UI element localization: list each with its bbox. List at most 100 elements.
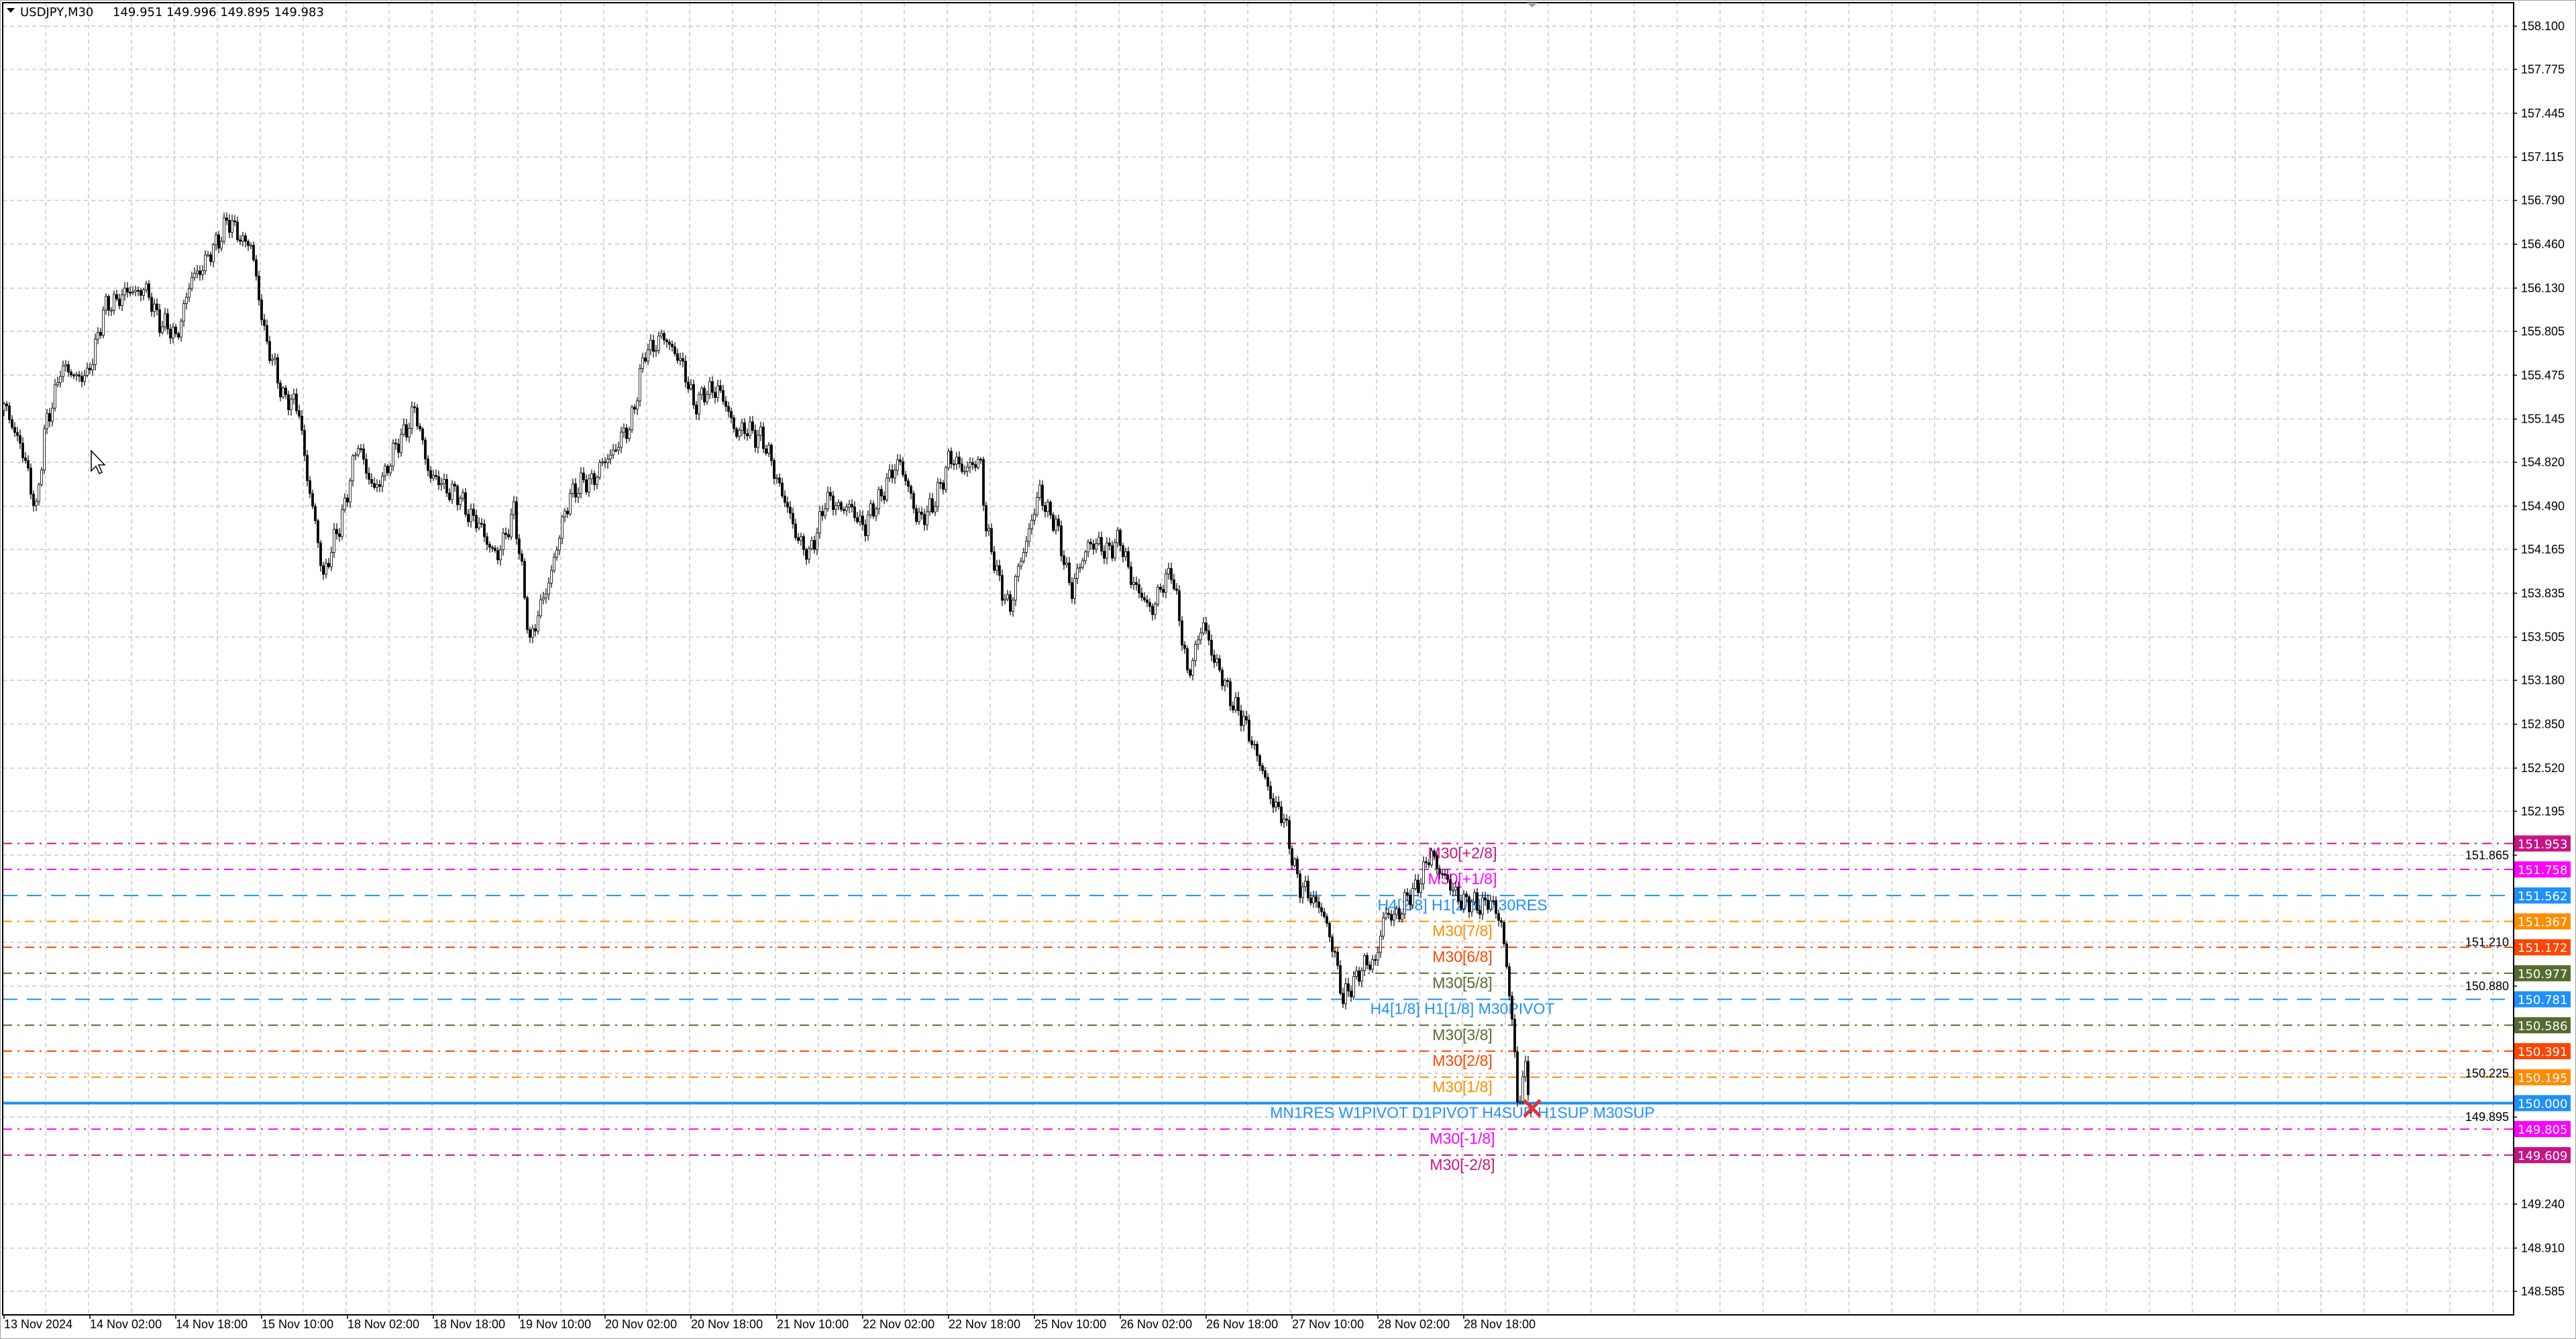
candle-body xyxy=(1258,755,1261,766)
candle-body xyxy=(813,540,816,550)
candle-body xyxy=(507,534,510,537)
candle-body xyxy=(1052,515,1055,531)
candle-body xyxy=(1436,855,1438,869)
candle-body xyxy=(233,220,236,223)
candle-body xyxy=(835,505,837,511)
candle-body xyxy=(303,430,306,456)
candle-body xyxy=(453,484,456,487)
candle-body xyxy=(510,514,513,537)
candle-body xyxy=(620,431,623,448)
candle-body xyxy=(223,217,225,242)
candle-body xyxy=(346,498,349,502)
candle-body xyxy=(564,511,566,517)
murrey-levels: M30[+2/8] M30[+1/8] H4[2/8] H1[2/8] M30RES… xyxy=(3,843,2513,1173)
collapse-triangle-icon[interactable] xyxy=(7,8,15,13)
candle-body xyxy=(19,435,21,444)
candle-body xyxy=(1248,719,1250,741)
candle-body xyxy=(1465,894,1468,898)
candle-body xyxy=(1264,770,1267,778)
candle-body xyxy=(8,405,11,421)
candle-body xyxy=(733,417,735,429)
time-label: 15 Nov 10:00 xyxy=(262,1318,333,1331)
candle-body xyxy=(1162,589,1165,593)
candle-body xyxy=(1261,765,1264,771)
candle-body xyxy=(1275,802,1277,808)
candle-body xyxy=(580,472,582,494)
candle-body xyxy=(467,514,470,523)
candle-body xyxy=(1511,996,1513,1020)
price-axis[interactable]: 158.100 157.775 157.445 157.115 156.790 156.4… xyxy=(2465,19,2565,1298)
candle-body xyxy=(545,594,547,598)
candle-body xyxy=(1041,484,1044,506)
time-axis[interactable]: 13 Nov 2024 14 Nov 02:00 14 Nov 18:00 15 No… xyxy=(3,1315,1536,1331)
candle-body xyxy=(1339,965,1342,994)
candle-body xyxy=(1237,697,1240,711)
candle-body xyxy=(1398,908,1401,920)
candle-body xyxy=(239,239,241,242)
candle-body xyxy=(287,394,290,411)
candle-body xyxy=(27,460,30,469)
candle-body xyxy=(121,294,123,307)
candle-body xyxy=(609,454,612,460)
level-price-tags: 151.953 151.758 151.562 151.367 151.172 150.9… xyxy=(2514,835,2571,1163)
candle-body xyxy=(1328,922,1331,938)
candle-body xyxy=(360,448,362,450)
candle-body xyxy=(1071,582,1073,599)
candle-body xyxy=(945,467,947,490)
candle-body xyxy=(1508,966,1511,997)
close-position-x-icon[interactable] xyxy=(1523,1099,1542,1118)
candle-body xyxy=(1097,537,1100,544)
candle-body xyxy=(1186,648,1189,671)
candle-body xyxy=(343,498,346,511)
candle-body xyxy=(1272,798,1275,808)
candle-body xyxy=(647,350,649,362)
chart-title: USDJPY,M30 149.951 149.996 149.895 149.9… xyxy=(7,5,324,19)
candle-body xyxy=(969,462,971,468)
chart-shift-marker-icon[interactable] xyxy=(1527,3,1538,7)
candle-body xyxy=(555,549,558,558)
candle-body xyxy=(1079,567,1081,569)
time-label: 18 Nov 02:00 xyxy=(347,1318,419,1331)
candle-body xyxy=(877,489,880,509)
price-tick-label: 150.225 xyxy=(2465,1067,2509,1080)
candle-body xyxy=(668,341,671,345)
candle-body xyxy=(1524,1061,1527,1077)
candle-body xyxy=(480,523,483,525)
ohlc-values: 149.951 149.996 149.895 149.983 xyxy=(113,5,324,19)
candle-body xyxy=(936,482,939,507)
candle-body xyxy=(1479,910,1481,915)
candle-body xyxy=(1143,597,1146,600)
price-tick-label: 156.790 xyxy=(2521,194,2565,207)
candle-body xyxy=(486,536,488,545)
candle-body xyxy=(266,325,268,342)
level-price-tag-text: 150.391 xyxy=(2518,1045,2567,1059)
candle-body xyxy=(885,478,888,500)
candle-body xyxy=(271,359,274,361)
candle-body xyxy=(1224,680,1226,686)
candle-body xyxy=(1395,908,1398,915)
candle-body xyxy=(703,388,706,403)
time-label: 20 Nov 02:00 xyxy=(605,1318,677,1331)
candle-body xyxy=(1012,600,1014,612)
candle-body xyxy=(1374,959,1377,961)
candle-body xyxy=(1234,697,1237,710)
candle-body xyxy=(424,439,427,460)
candle-body xyxy=(1503,922,1505,945)
candle-body xyxy=(11,419,13,428)
candle-body xyxy=(939,482,942,484)
candle-body xyxy=(856,517,859,523)
price-tick-label: 157.115 xyxy=(2521,150,2564,164)
candle-body xyxy=(1470,902,1473,912)
candle-body xyxy=(515,501,518,539)
candle-body xyxy=(1309,897,1312,904)
candle-body xyxy=(185,297,188,304)
candle-body xyxy=(1269,786,1272,799)
candle-body xyxy=(649,339,652,350)
level-label: M30[1/8] xyxy=(1432,1078,1493,1095)
candle-body xyxy=(400,433,402,453)
candle-body xyxy=(1368,965,1371,970)
candle-body xyxy=(1245,716,1248,720)
candle-body xyxy=(577,493,580,498)
candle-body xyxy=(1087,541,1089,553)
